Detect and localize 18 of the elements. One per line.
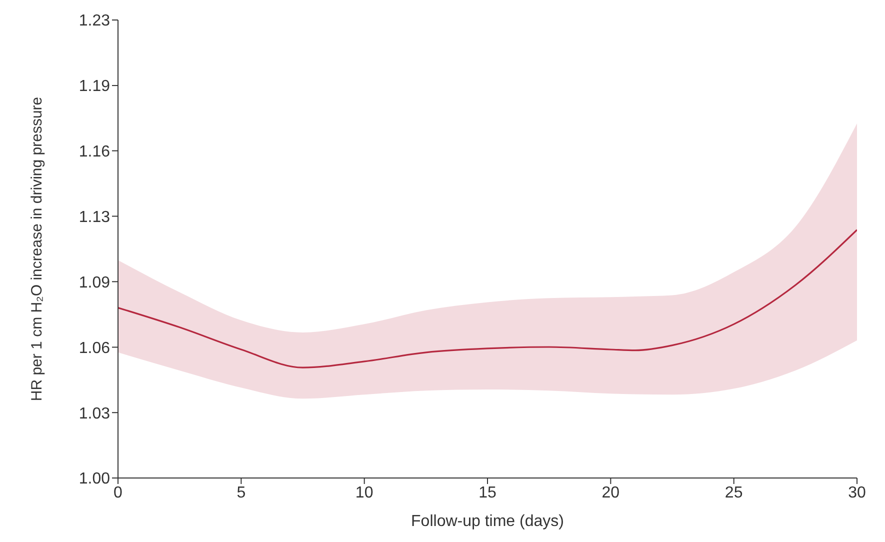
line-series <box>118 229 857 368</box>
y-tick-label: 1.23 <box>78 12 110 30</box>
x-tick-label: 30 <box>848 484 866 502</box>
x-tick-label: 0 <box>114 484 123 502</box>
y-tick-label: 1.03 <box>78 405 110 422</box>
y-axis-title: HR per 1 cm H₂O increase in driving pressure <box>28 96 46 402</box>
y-tick-label: 1.06 <box>78 340 110 357</box>
x-tick-label: 5 <box>236 484 246 502</box>
y-tick-label: 1.09 <box>78 274 110 292</box>
y-tick-label: 1.13 <box>78 208 110 226</box>
x-tick-label: 10 <box>355 484 374 502</box>
x-tick-label: 25 <box>724 484 743 502</box>
y-tick-label: 1.16 <box>78 143 110 160</box>
y-tick-label: 1.00 <box>78 470 110 488</box>
y-tick-label: 1.19 <box>78 78 110 96</box>
x-axis-title: Follow-up time (days) <box>411 513 564 530</box>
x-tick-label: 20 <box>602 484 620 502</box>
x-tick-label: 15 <box>478 484 496 502</box>
